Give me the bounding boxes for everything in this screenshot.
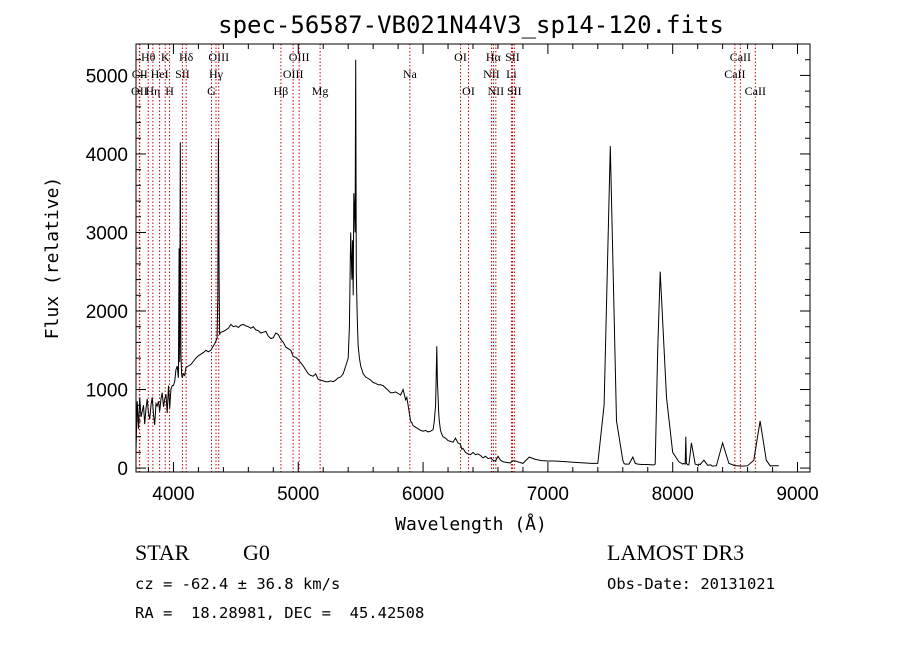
spectral-line-label: OIII xyxy=(208,50,229,64)
y-tick-label: 0 xyxy=(117,459,128,480)
spectral-line-label: Na xyxy=(403,67,418,81)
x-tick-label: 6000 xyxy=(402,484,444,505)
spectral-line-label: Hγ xyxy=(209,67,224,81)
spectral-line-label: Li xyxy=(506,67,517,81)
y-tick-label: 4000 xyxy=(86,145,128,166)
x-tick-label: 8000 xyxy=(652,484,694,505)
plot-frame xyxy=(135,43,811,473)
spectral-line-label: NII xyxy=(483,67,500,81)
x-tick-label: 7000 xyxy=(527,484,569,505)
y-tick-label: 5000 xyxy=(86,66,128,87)
spectral-line-label: HeI xyxy=(151,67,169,81)
object-subclass: G0 xyxy=(243,540,270,565)
spectral-line-label: OI xyxy=(454,50,467,64)
spectrum-layer xyxy=(135,59,779,467)
spectral-line-label: Hδ xyxy=(179,50,194,64)
x-axis-label: Wavelength (Å) xyxy=(395,513,547,535)
spectral-line-label: Hβ xyxy=(274,84,289,98)
spectral-line-label: G xyxy=(207,84,216,98)
x-tick-label: 4000 xyxy=(152,484,194,505)
object-class: STAR xyxy=(135,540,190,565)
y-tick-label: 1000 xyxy=(86,381,128,402)
x-tick-label: 9000 xyxy=(776,484,818,505)
chart-title: spec-56587-VB021N44V3_sp14-120.fits xyxy=(218,11,724,39)
spectral-line-label: SII xyxy=(175,67,190,81)
spectral-line-label: Hθ xyxy=(141,50,156,64)
spectral-line-label: NII xyxy=(488,84,505,98)
spectral-line-label: OI xyxy=(462,84,475,98)
y-tick-label: 2000 xyxy=(86,302,128,323)
spectral-line-label: CaII xyxy=(730,50,751,64)
spectral-line-label: Hα xyxy=(486,50,502,64)
spectral-line-label: K xyxy=(161,50,170,64)
spectral-line-label: SII xyxy=(505,50,520,64)
spectral-line-label: Hη xyxy=(145,84,160,98)
axis-ticks-layer: 4000 5000 6000 7000 8000 9000 0 1000 2000 3000 400… xyxy=(86,44,819,505)
obs-date: Obs-Date: 20131021 xyxy=(607,575,775,593)
spectral-line-label: OIII xyxy=(289,50,310,64)
y-axis-label: Flux (relative) xyxy=(42,177,63,340)
coordinates-text: RA = 18.28981, DEC = 45.42508 xyxy=(135,604,424,622)
redshift-text: cz = -62.4 ± 36.8 km/s xyxy=(135,575,340,593)
spectral-line-label: H xyxy=(165,84,174,98)
spectral-line-label: CII xyxy=(132,67,148,81)
spectral-line-label: CaII xyxy=(745,84,766,98)
spectral-line-label: CaII xyxy=(724,67,745,81)
spectral-line-label: Mg xyxy=(312,84,329,98)
spectral-lines-layer xyxy=(138,44,756,472)
y-tick-label: 3000 xyxy=(86,223,128,244)
spectral-line-label: OIII xyxy=(283,67,304,81)
survey-name: LAMOST DR3 xyxy=(607,540,744,565)
spectrum-line xyxy=(135,59,779,467)
spectral-line-label: SII xyxy=(507,84,522,98)
x-tick-label: 5000 xyxy=(277,484,319,505)
